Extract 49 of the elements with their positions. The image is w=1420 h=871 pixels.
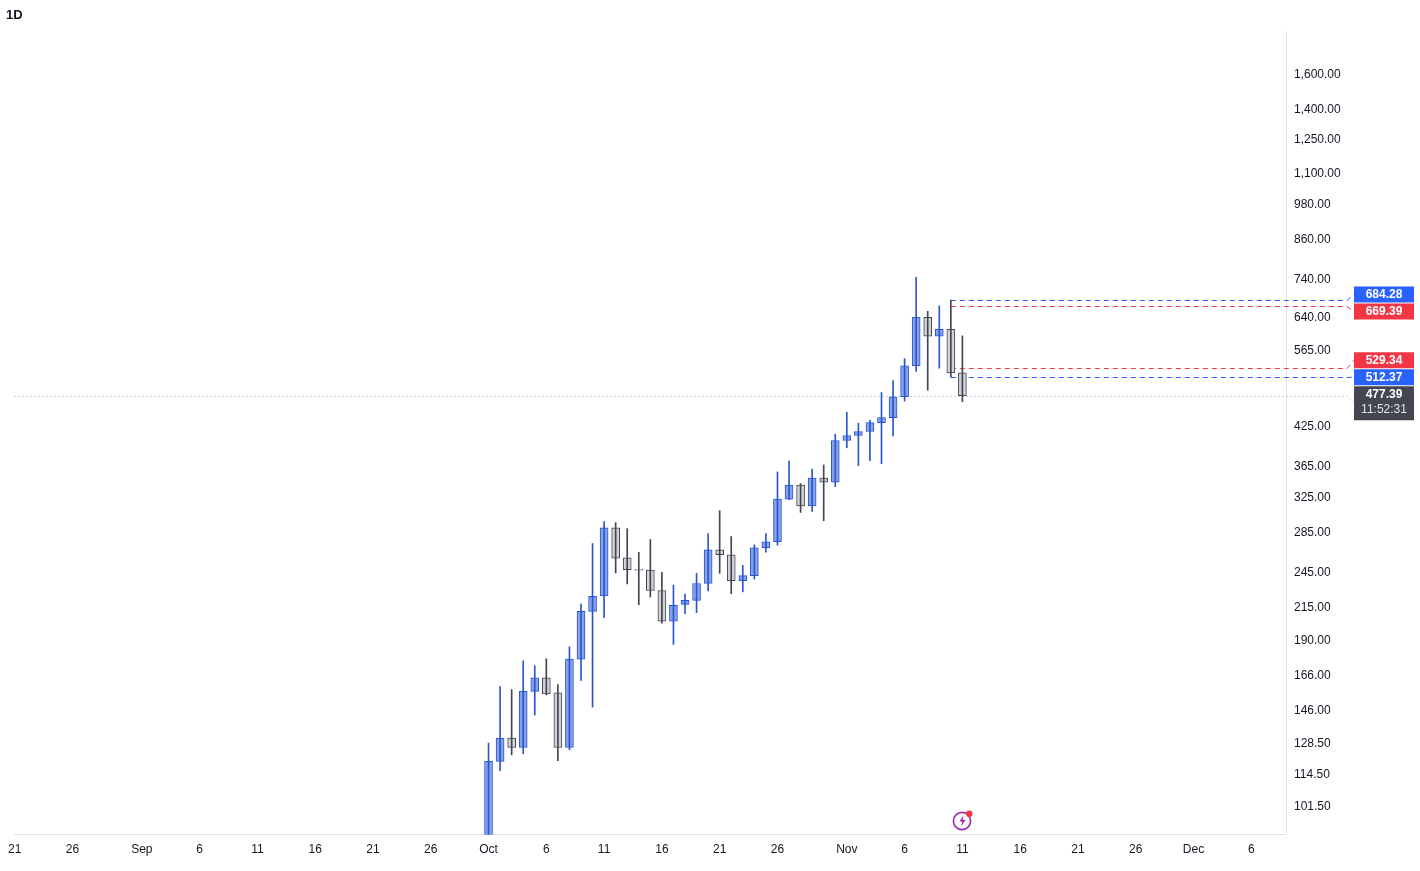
x-tick-label: 26 <box>424 842 438 857</box>
x-tick-label: 26 <box>65 842 80 857</box>
y-tick-label: 1,400.00 <box>1294 102 1342 117</box>
x-tick-label: 6 <box>1247 842 1255 857</box>
y-tick-label: 365.00 <box>1294 459 1332 474</box>
y-tick-label: 1,250.00 <box>1294 132 1342 147</box>
ref-line-label: 529.34 <box>1365 353 1403 368</box>
y-tick-label: 114.50 <box>1294 767 1331 782</box>
y-tick-label: 166.00 <box>1294 668 1332 683</box>
x-tick-label: 6 <box>901 842 909 857</box>
x-tick-label: 6 <box>542 842 550 857</box>
y-tick-label: 740.00 <box>1294 271 1332 286</box>
y-tick-label: 215.00 <box>1294 599 1332 614</box>
chart-title: 1D <box>6 7 23 23</box>
x-tick-label: 16 <box>655 842 669 857</box>
x-tick-label: Sep <box>131 842 153 857</box>
x-tick-label: 21 <box>713 842 727 857</box>
x-tick-label: 21 <box>366 842 380 857</box>
ref-line-label: 477.39 11:52:31 <box>1361 387 1408 417</box>
x-tick-label: Oct <box>479 842 499 857</box>
ref-line-label: 684.28 <box>1365 287 1403 302</box>
x-tick-label: 26 <box>770 842 785 857</box>
x-tick-label: 21 <box>7 842 22 857</box>
y-tick-label: 565.00 <box>1294 343 1332 358</box>
x-tick-label: 6 <box>196 842 204 857</box>
x-tick-label: Nov <box>836 842 858 857</box>
y-tick-label: 1,100.00 <box>1294 166 1342 181</box>
y-tick-label: 425.00 <box>1294 418 1332 433</box>
x-tick-label: 16 <box>1013 842 1028 857</box>
y-tick-label: 325.00 <box>1294 490 1332 505</box>
y-tick-label: 1,600.00 <box>1294 66 1342 81</box>
x-tick-label: 11 <box>251 842 264 857</box>
y-tick-label: 980.00 <box>1294 196 1332 211</box>
y-tick-label: 640.00 <box>1294 310 1332 325</box>
x-tick-label: Dec <box>1182 842 1205 857</box>
y-tick-label: 128.50 <box>1294 736 1332 751</box>
ref-line-label: 669.39 <box>1365 304 1403 319</box>
y-tick-label: 245.00 <box>1294 565 1332 580</box>
x-tick-label: 21 <box>1071 842 1085 857</box>
y-tick-label: 146.00 <box>1294 702 1332 717</box>
ref-line-label: 512.37 <box>1365 370 1403 385</box>
y-tick-label: 101.50 <box>1294 799 1332 814</box>
y-tick-label: 860.00 <box>1294 231 1332 246</box>
y-tick-label: 190.00 <box>1294 632 1332 647</box>
x-tick-label: 26 <box>1129 842 1143 857</box>
x-tick-label: 11 <box>956 842 969 857</box>
x-tick-label: 11 <box>597 842 611 857</box>
x-tick-label: 16 <box>308 842 323 857</box>
y-tick-label: 285.00 <box>1294 524 1332 539</box>
